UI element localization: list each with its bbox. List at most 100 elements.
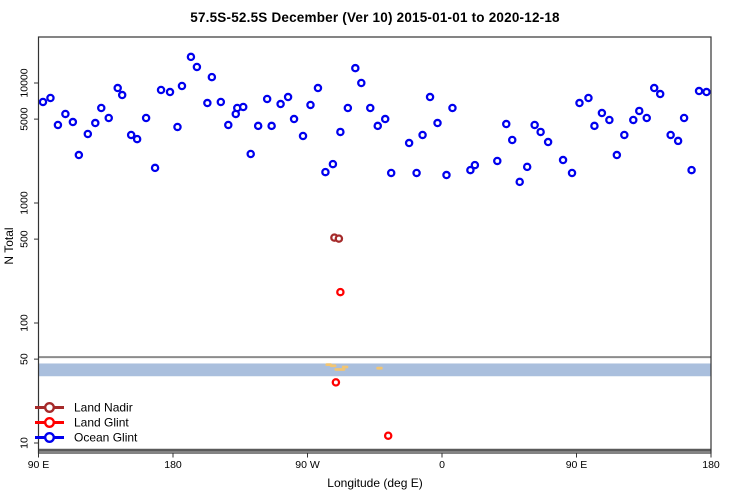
ocean-glint-point (267, 121, 276, 131)
ocean-glint-point (470, 160, 480, 170)
legend-label: Land Nadir (74, 401, 133, 415)
ocean-glint-point (343, 103, 353, 113)
ocean-glint-point (605, 115, 614, 125)
ocean-glint-point (192, 62, 202, 72)
plot-area (38, 37, 711, 453)
ocean-glint-point (38, 97, 48, 107)
ocean-glint-point (53, 120, 63, 130)
ocean-glint-point (679, 113, 689, 123)
ocean-glint-point (298, 131, 308, 141)
y-tick-label: 10 (19, 437, 31, 449)
yellow-mark (338, 368, 346, 371)
ocean-glint-point (567, 168, 577, 178)
x-tick-label: 180 (702, 459, 720, 471)
y-tick-label: 100 (19, 314, 31, 332)
ocean-glint-point (113, 83, 122, 93)
ocean-glint-point (433, 118, 442, 128)
ocean-glint-point (380, 114, 390, 124)
ocean-glint-point (203, 98, 212, 108)
ocean-glint-point (173, 122, 182, 132)
ocean-glint-point (404, 138, 414, 148)
ocean-glint-point (117, 90, 127, 100)
ocean-glint-point (306, 100, 315, 110)
x-axis-label: Longitude (deg E) (327, 476, 423, 490)
ocean-glint-point (289, 114, 299, 124)
ocean-glint-point (351, 63, 360, 73)
ocean-glint-point (702, 87, 711, 97)
ocean-glint-point (83, 129, 93, 139)
ocean-glint-point (687, 165, 696, 175)
ocean-glint-point (321, 167, 330, 177)
ocean-glint-point (466, 165, 475, 175)
ocean-glint-point (177, 81, 187, 91)
ocean-glint-point (442, 170, 451, 180)
land-glint-point (331, 378, 341, 387)
yellow-mark (376, 366, 383, 370)
ocean-glint-point (635, 106, 644, 116)
ocean-glint-point (68, 117, 78, 127)
legend-marker (44, 402, 56, 414)
ocean-glint-point (262, 94, 272, 104)
ocean-glint-point (253, 121, 263, 131)
ocean-glint-point (575, 98, 584, 108)
ocean-glint-point (448, 103, 457, 113)
ocean-glint-point (584, 93, 593, 103)
ocean-glint-point (313, 83, 323, 93)
ocean-glint-point (418, 130, 427, 140)
y-tick-label: 50 (19, 353, 31, 365)
ocean-glint-point (216, 97, 226, 107)
yellow-mark (341, 365, 349, 369)
ocean-glint-point (224, 120, 233, 130)
ocean-glint-point (590, 121, 599, 131)
y-tick-label: 10000 (19, 68, 31, 97)
ocean-glint-point (132, 134, 142, 144)
reference-band (38, 363, 711, 377)
ocean-glint-point (612, 150, 622, 160)
ocean-glint-point (386, 168, 396, 178)
ocean-glint-point (597, 108, 607, 118)
ocean-glint-point (373, 121, 382, 131)
ocean-glint-point (425, 92, 435, 102)
ocean-glint-point (543, 137, 553, 147)
ocean-glint-point (283, 92, 293, 102)
ocean-glint-point (515, 177, 524, 187)
ocean-glint-point (207, 72, 217, 82)
ocean-glint-point (328, 159, 338, 169)
ocean-glint-point (642, 113, 651, 123)
x-tick-label: 180 (164, 459, 182, 471)
chart-title: 57.5S-52.5S December (Ver 10) 2015-01-01… (190, 10, 560, 25)
plot-frame (37, 36, 712, 454)
ocean-glint-point (238, 102, 248, 112)
ocean-glint-point (186, 52, 196, 62)
ocean-glint-point (629, 115, 638, 125)
ocean-glint-point (74, 150, 84, 160)
ocean-glint-point (246, 149, 255, 159)
ocean-glint-point (522, 162, 532, 172)
ocean-glint-point (649, 83, 659, 93)
ocean-glint-point (104, 113, 113, 123)
ocean-glint-point (536, 127, 545, 137)
ocean-glint-point (493, 156, 502, 166)
ocean-glint-point (156, 85, 166, 95)
ocean-glint-point (336, 127, 345, 137)
y-axis-label: N Total (2, 227, 16, 265)
ocean-glint-point (412, 168, 421, 178)
land-nadir-point (334, 234, 344, 243)
ocean-glint-point (694, 86, 704, 96)
legend-marker (44, 417, 56, 429)
legend-marker (44, 432, 56, 444)
land-glint-point (383, 431, 393, 440)
ocean-glint-point (507, 135, 517, 145)
ocean-glint-point (558, 155, 568, 165)
x-tick-label: 90 E (566, 459, 588, 471)
ocean-glint-point (276, 99, 285, 109)
ocean-glint-point (61, 109, 70, 119)
ocean-glint-point (141, 113, 151, 123)
ocean-glint-point (46, 93, 55, 103)
ocean-glint-point (165, 87, 175, 97)
y-tick-label: 5000 (19, 107, 31, 131)
ocean-glint-point (150, 163, 160, 173)
x-tick-label: 90 W (295, 459, 320, 471)
